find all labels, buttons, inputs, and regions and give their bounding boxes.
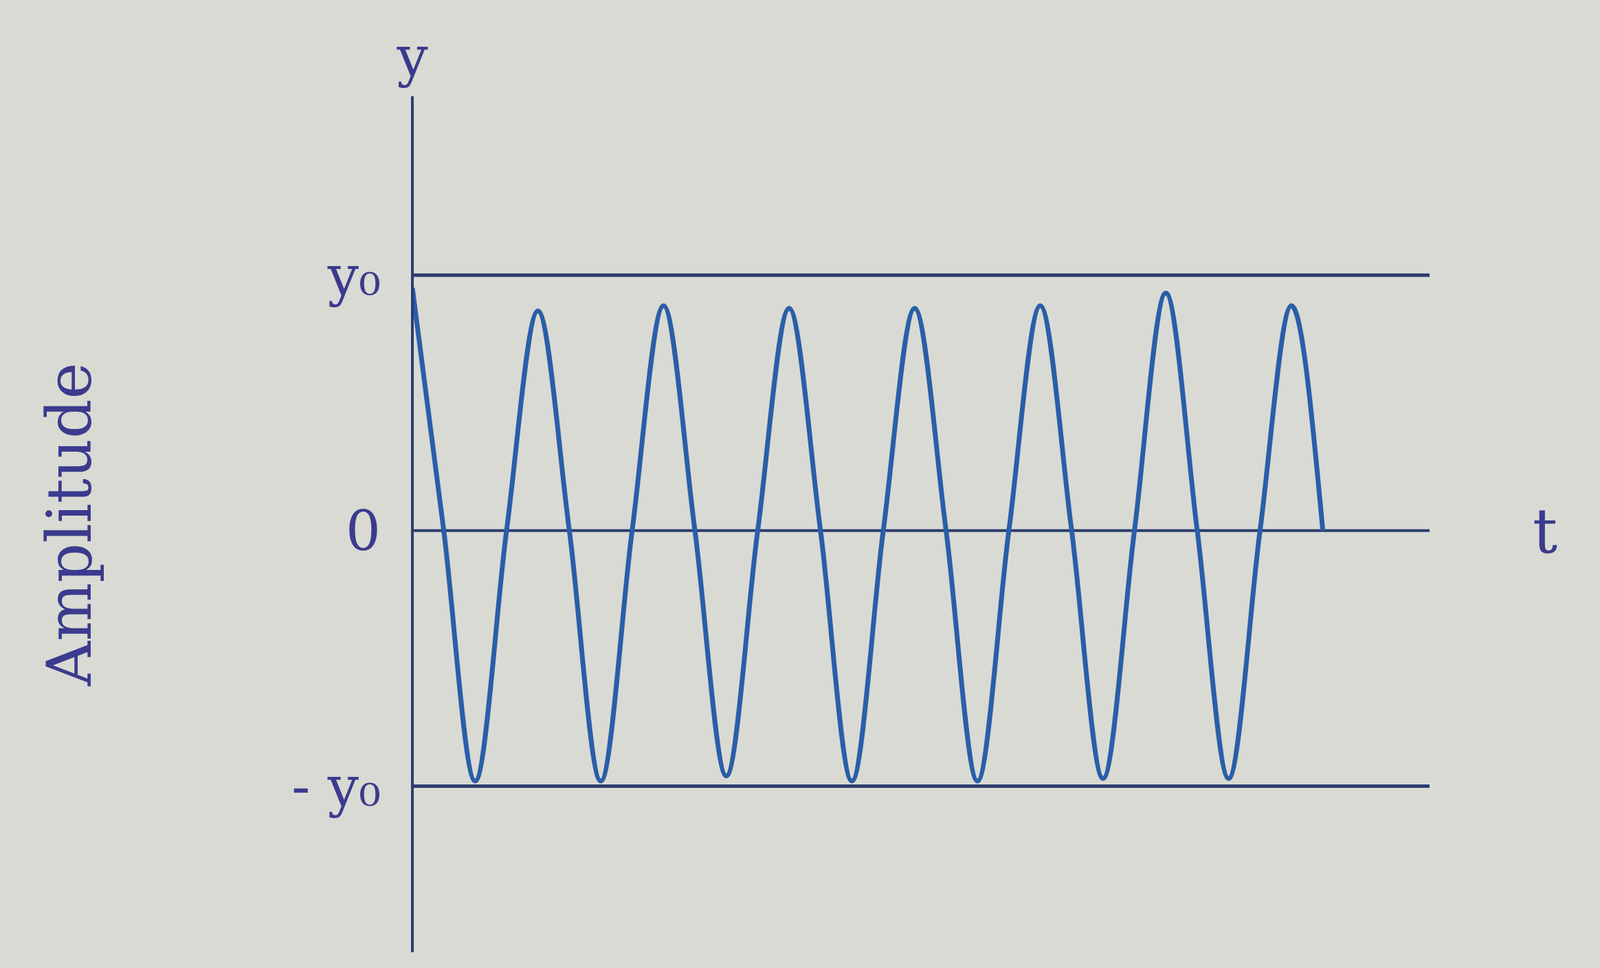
svg-text:y₀: y₀ (327, 243, 381, 308)
svg-text:y: y (395, 24, 428, 89)
svg-text:Amplitude: Amplitude (32, 362, 106, 687)
svg-text:t: t (1532, 494, 1558, 568)
svg-text:- y₀: - y₀ (291, 754, 381, 819)
svg-text:0: 0 (345, 498, 381, 563)
